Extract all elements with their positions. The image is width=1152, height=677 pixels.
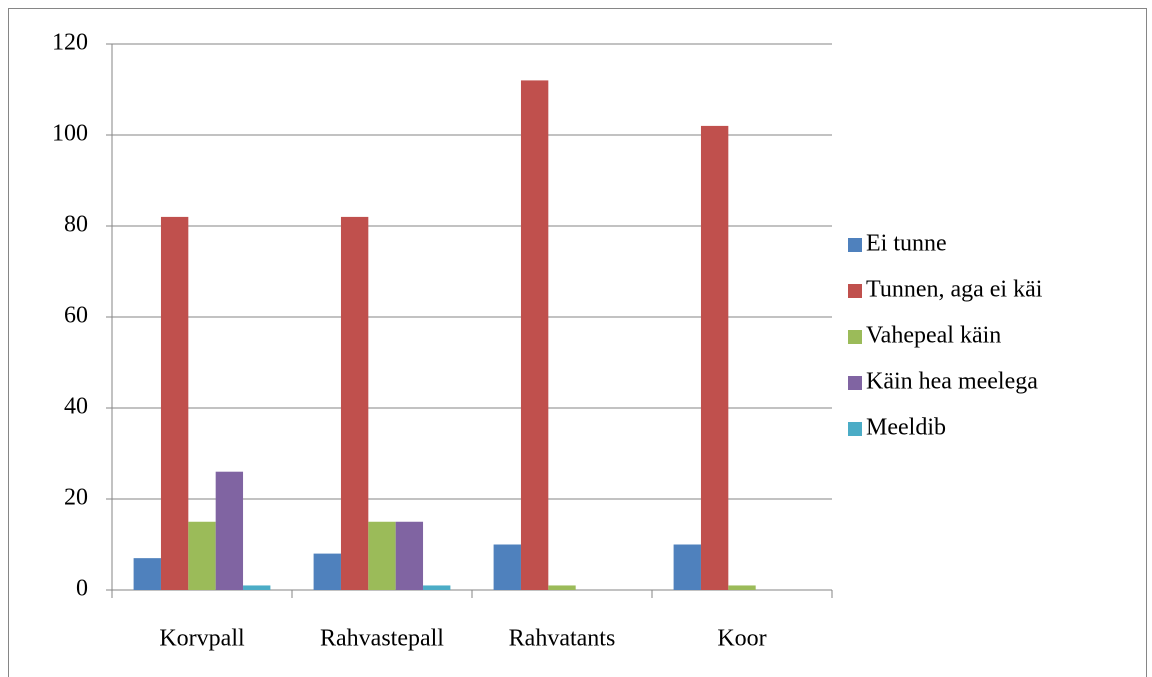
bar bbox=[520, 80, 549, 591]
bar bbox=[188, 521, 216, 590]
x-tick-label: Korvpall bbox=[159, 626, 245, 652]
bar bbox=[368, 521, 396, 590]
legend-swatch bbox=[848, 238, 862, 252]
x-tick-label: Rahvastepall bbox=[320, 626, 444, 652]
legend-label: Käin hea meelega bbox=[866, 369, 1038, 395]
bar bbox=[215, 471, 244, 590]
legend-label: Ei tunne bbox=[866, 231, 947, 257]
bar bbox=[313, 553, 341, 590]
legend-swatch bbox=[848, 422, 862, 436]
y-tick-label: 60 bbox=[64, 303, 88, 329]
legend-label: Meeldib bbox=[866, 415, 946, 441]
bar bbox=[395, 521, 424, 590]
y-tick-label: 120 bbox=[52, 30, 88, 56]
x-tick-label: Koor bbox=[717, 626, 766, 652]
bar bbox=[728, 585, 756, 590]
bar bbox=[493, 544, 521, 590]
legend-swatch bbox=[848, 284, 862, 298]
y-tick-label: 20 bbox=[64, 485, 88, 511]
legend-label: Tunnen, aga ei käi bbox=[866, 277, 1043, 303]
bar bbox=[548, 585, 576, 590]
legend-swatch bbox=[848, 376, 862, 390]
legend-swatch bbox=[848, 330, 862, 344]
bar bbox=[243, 585, 271, 590]
bar bbox=[700, 125, 729, 591]
y-tick-label: 40 bbox=[64, 394, 88, 420]
x-tick-label: Rahvatants bbox=[509, 626, 616, 652]
bar bbox=[423, 585, 451, 590]
y-tick-label: 80 bbox=[64, 212, 88, 238]
plot-area: 0 20 40 60 80 100 120 Korvpall Rahvastepall Rahva… bbox=[52, 30, 833, 652]
bar bbox=[133, 558, 161, 590]
legend: Ei tunne Tunnen, aga ei käi Vahepeal käin K… bbox=[848, 231, 1043, 441]
legend-label: Vahepeal käin bbox=[866, 323, 1001, 349]
bar bbox=[160, 216, 189, 590]
bar bbox=[340, 216, 369, 590]
y-tick-label: 0 bbox=[76, 576, 88, 602]
y-tick-label: 100 bbox=[52, 121, 88, 147]
bar bbox=[673, 544, 701, 590]
